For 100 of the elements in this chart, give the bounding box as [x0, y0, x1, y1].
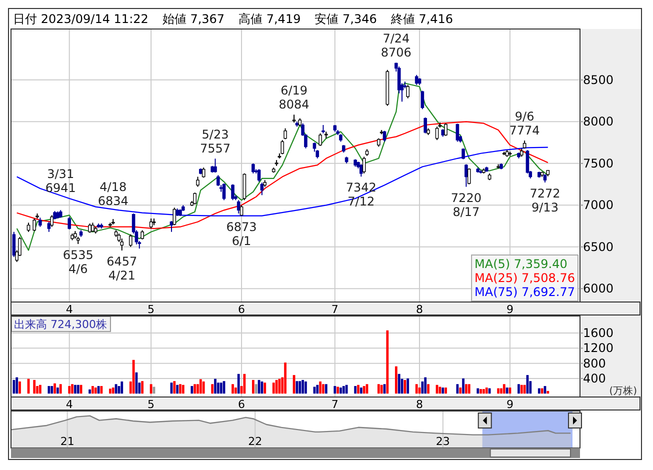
bar: [523, 384, 526, 394]
bar: [38, 384, 42, 394]
annotation: 6535 4/6: [62, 248, 94, 276]
candlestick: [284, 128, 287, 140]
x-tick-label: 9: [506, 398, 514, 411]
bar: [176, 384, 179, 394]
bar: [243, 374, 246, 394]
x-tick-label: 7: [331, 303, 338, 316]
bar: [214, 378, 216, 394]
annotation: 7/24 8706: [380, 32, 412, 60]
y-tick-label: 7000: [583, 198, 614, 212]
candlestick: [252, 162, 255, 174]
candlestick: [382, 130, 386, 142]
bar: [179, 384, 182, 394]
x-tick-label: 9: [506, 303, 514, 316]
bar: [342, 386, 345, 394]
candlestick: [149, 218, 153, 230]
candlestick: [257, 168, 261, 182]
bar: [442, 388, 444, 394]
bar: [272, 382, 275, 394]
candlestick: [50, 214, 54, 228]
bar: [362, 386, 366, 394]
candlestick: [318, 132, 322, 146]
x-tick-label: 8: [416, 303, 424, 316]
bar: [345, 384, 348, 394]
bar: [173, 381, 176, 394]
x-tick-label: 6: [238, 398, 246, 411]
annotation: 5/23 7557: [200, 128, 231, 156]
bar: [304, 381, 307, 394]
bar: [500, 388, 502, 394]
bar: [92, 386, 94, 394]
bar: [424, 377, 427, 394]
candlestick: [240, 204, 244, 216]
candlestick: [26, 222, 30, 232]
bar: [12, 380, 16, 394]
candlestick: [38, 217, 42, 228]
bar: [456, 384, 459, 394]
bar: [360, 388, 362, 394]
bar: [260, 381, 264, 394]
bar: [465, 384, 468, 394]
bar: [518, 384, 520, 394]
candlestick: [202, 167, 206, 178]
bar: [48, 386, 50, 394]
y-tick-label: 6500: [583, 240, 614, 254]
annotation: 7272 9/13: [530, 186, 560, 214]
bar: [141, 381, 144, 394]
bar: [232, 384, 234, 394]
bar: [194, 384, 196, 394]
bar: [427, 384, 430, 394]
candlestick: [170, 220, 174, 232]
bar: [237, 374, 240, 394]
candlestick: [231, 184, 234, 201]
bar: [216, 382, 220, 394]
x-tick-label: 4: [66, 303, 73, 316]
candlestick: [214, 158, 217, 174]
bar: [182, 384, 184, 394]
bar: [354, 386, 357, 394]
candlestick: [47, 221, 51, 232]
x-tick-label: 5: [148, 303, 155, 316]
y-tick-label: 800: [583, 356, 606, 370]
bar: [199, 379, 202, 394]
bar: [482, 389, 485, 394]
bar: [220, 382, 222, 394]
bar: [380, 384, 383, 394]
text: 安値 7,346: [314, 12, 377, 26]
bar: [150, 384, 152, 394]
bar: [252, 380, 254, 394]
candlestick: [435, 126, 439, 141]
y-tick-label: 1200: [583, 341, 614, 356]
annotation: 7220 8/17: [450, 190, 482, 219]
annotation: 7342 7/12: [346, 180, 376, 209]
bar: [50, 386, 54, 394]
text: MA(25) 7,508.76: [474, 271, 575, 285]
candlestick: [360, 164, 363, 178]
text: MA(5) 7,359.40: [474, 257, 568, 271]
x-tick-label: 4: [66, 398, 73, 411]
y-tick-label: 400: [583, 371, 606, 386]
annotation: 6/19 8084: [278, 84, 310, 112]
bar: [476, 388, 480, 394]
bar: [336, 386, 340, 394]
bar: [94, 388, 97, 394]
bar: [538, 388, 540, 394]
candlestick: [444, 122, 448, 136]
x-tick-label: 7: [331, 398, 338, 411]
bar: [211, 384, 214, 394]
y-tick-label: 1600: [583, 326, 614, 340]
bar: [546, 390, 550, 394]
bar: [485, 388, 488, 394]
bar: [74, 384, 76, 394]
candlestick: [280, 140, 284, 155]
bar: [190, 386, 194, 394]
bar: [334, 386, 336, 394]
bar: [112, 388, 114, 394]
candlestick: [68, 216, 72, 230]
bar: [76, 384, 80, 394]
bar: [394, 366, 398, 394]
x-tick-label: 21: [60, 435, 74, 448]
bar: [54, 383, 56, 394]
bar: [322, 384, 324, 394]
candlestick: [420, 90, 424, 110]
